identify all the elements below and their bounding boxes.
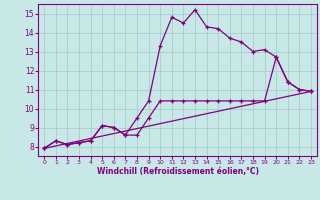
X-axis label: Windchill (Refroidissement éolien,°C): Windchill (Refroidissement éolien,°C)	[97, 167, 259, 176]
